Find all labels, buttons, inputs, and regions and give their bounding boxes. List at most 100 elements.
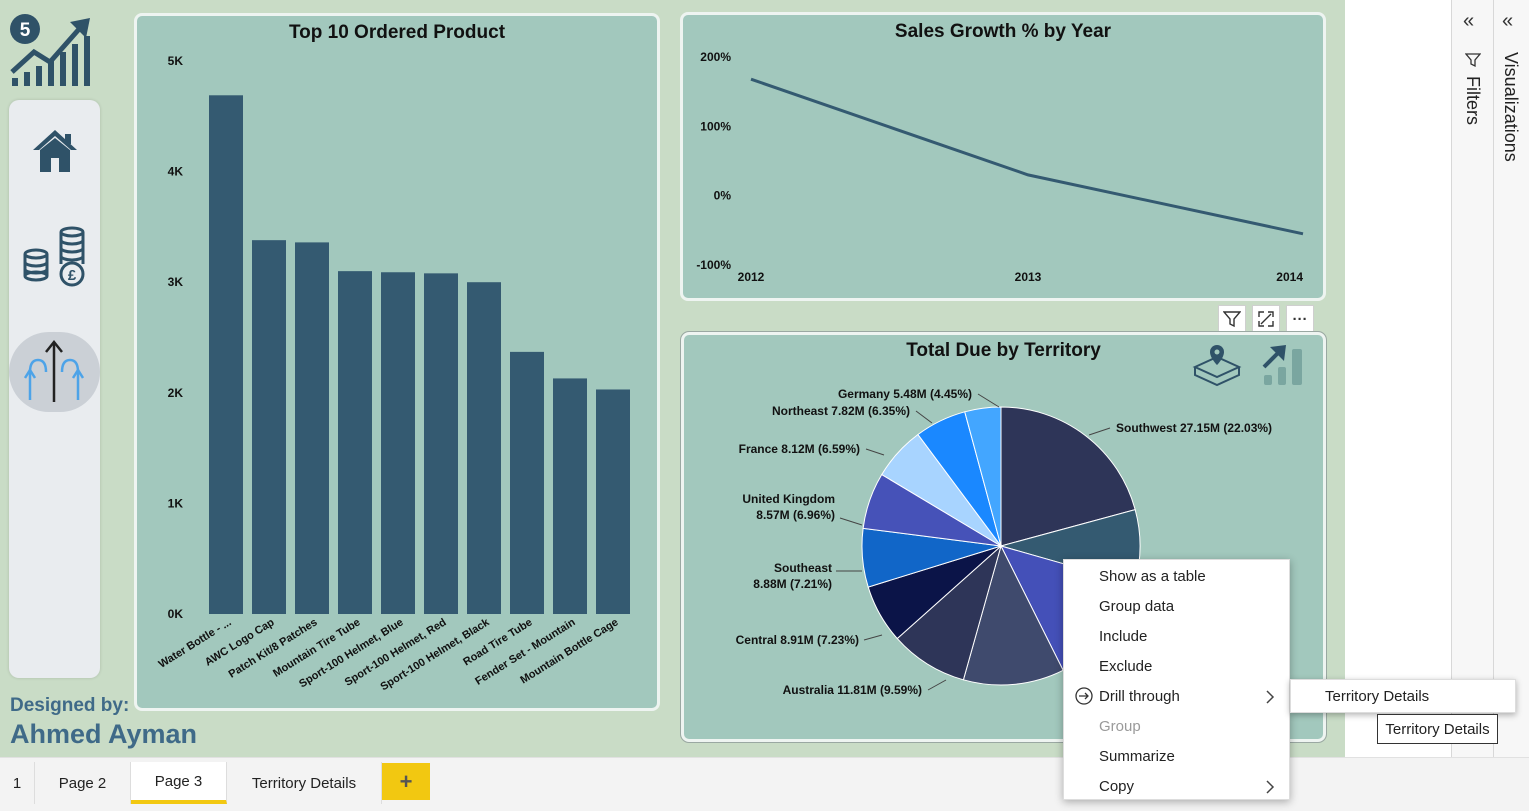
tab-page-1[interactable]: 1 <box>0 762 35 804</box>
canvas-gutter <box>1345 0 1453 757</box>
pie-chart: Southwest 27.15M (22.03%) Germany 5.48M (… <box>736 387 1272 697</box>
bar-chart-title: Top 10 Ordered Product <box>288 22 506 43</box>
growth-chart-icon <box>1262 345 1302 385</box>
pie-data-label: Southeast <box>774 561 832 575</box>
visualizations-pane-collapsed[interactable]: « Visualizations <box>1493 0 1529 811</box>
leader-line <box>915 410 933 424</box>
menu-item-show-as-table[interactable]: Show as a table <box>1099 568 1206 585</box>
arrows-up-icon[interactable] <box>24 338 84 404</box>
tooltip: Territory Details <box>1377 714 1498 744</box>
more-options-icon: ··· <box>1292 310 1308 328</box>
visual-more-options-button[interactable]: ··· <box>1286 305 1314 333</box>
bar <box>553 378 587 614</box>
add-page-button[interactable]: + <box>382 763 430 800</box>
context-menu: Show as a table Group data Include Exclu… <box>1063 559 1290 800</box>
filters-pane-label[interactable]: Filters <box>1463 76 1483 125</box>
home-icon[interactable] <box>31 128 79 174</box>
bar <box>295 242 329 614</box>
bar-y-tick: 3K <box>168 275 184 289</box>
pie-data-label: Southwest 27.15M (22.03%) <box>1116 421 1272 435</box>
pie-slice <box>896 544 1002 681</box>
line-y-tick: -100% <box>696 258 731 272</box>
designer-name: Ahmed Ayman <box>10 719 198 749</box>
leader-line <box>977 393 1000 408</box>
logo-growth-icon: 5 <box>10 14 90 86</box>
bar <box>467 282 501 614</box>
pie-chart-card[interactable]: Total Due by Territory Southwest 27.15M … <box>680 331 1327 743</box>
leader-line <box>839 517 863 526</box>
chevron-right-icon <box>1266 690 1275 704</box>
filter-pane-icon <box>1465 53 1481 68</box>
leader-line <box>863 634 883 641</box>
bar <box>596 389 630 614</box>
bar <box>209 95 243 614</box>
bar-x-label: Water Bottle - ... <box>157 616 234 670</box>
bar-y-tick: 1K <box>168 496 184 510</box>
line-chart: 200% 100% 0% -100% 2012 2013 2014 <box>696 50 1304 284</box>
pie-chart-title: Total Due by Territory <box>906 340 1101 361</box>
logo-badge: 5 <box>20 20 31 41</box>
line-x-tick: 2013 <box>1015 270 1042 284</box>
collapse-visualizations-icon[interactable]: « <box>1502 10 1514 32</box>
line-y-tick: 200% <box>700 50 731 64</box>
bar-y-tick: 5K <box>168 54 184 68</box>
leader-line <box>927 679 947 691</box>
visual-focus-button[interactable] <box>1252 305 1280 333</box>
visualizations-pane-label[interactable]: Visualizations <box>1501 52 1521 162</box>
leader-line <box>1088 427 1111 436</box>
pie-data-label: Australia 11.81M (9.59%) <box>783 683 922 697</box>
line-y-tick: 100% <box>700 119 731 133</box>
pie-data-label: Northeast 7.82M (6.35%) <box>772 404 910 418</box>
focus-mode-icon <box>1258 311 1274 327</box>
tab-territory-details[interactable]: Territory Details <box>227 762 382 804</box>
map-pin-icon <box>1192 345 1242 387</box>
line-x-tick: 2014 <box>1276 270 1303 284</box>
menu-item-exclude[interactable]: Exclude <box>1099 658 1153 675</box>
coins-pound-icon[interactable]: £ <box>22 224 86 288</box>
collapse-filters-icon[interactable]: « <box>1463 10 1475 32</box>
svg-text:£: £ <box>68 267 77 284</box>
pie-slice <box>1000 406 1136 547</box>
pie-data-label: Germany 5.48M (4.45%) <box>838 387 972 401</box>
chevron-right-icon <box>1266 780 1275 794</box>
pie-slice <box>962 544 1064 686</box>
filter-icon <box>1223 311 1241 328</box>
bar-y-tick: 0K <box>168 607 184 621</box>
pie-data-label: 8.88M (7.21%) <box>753 577 832 591</box>
line-chart-title: Sales Growth % by Year <box>894 21 1112 42</box>
line-chart-card[interactable]: Sales Growth % by Year 200% 100% 0% -100% 20… <box>680 12 1326 301</box>
visual-filter-button[interactable] <box>1218 305 1246 333</box>
menu-item-group: Group <box>1099 718 1141 735</box>
pie-slice <box>964 406 1002 547</box>
menu-item-copy[interactable]: Copy <box>1099 778 1135 795</box>
tab-page-2[interactable]: Page 2 <box>35 762 131 804</box>
series-line <box>750 77 1304 236</box>
bar <box>381 272 415 614</box>
submenu-item-territory-details[interactable]: Territory Details <box>1290 679 1516 713</box>
bar-chart-card[interactable]: Top 10 Ordered Product 5K 4K 3K 2K 1K 0K Water… <box>134 13 660 711</box>
menu-item-include[interactable]: Include <box>1099 628 1148 645</box>
pie-data-label: France 8.12M (6.59%) <box>739 442 860 456</box>
bar <box>338 271 372 614</box>
bar-y-tick: 4K <box>168 165 184 179</box>
bar <box>424 273 458 614</box>
bar <box>252 240 286 614</box>
page-tabs-bar: 1 Page 2 Page 3 Territory Details <box>0 757 1529 811</box>
pie-data-label: Central 8.91M (7.23%) <box>736 633 859 647</box>
menu-item-drill-through[interactable]: Drill through <box>1099 688 1180 705</box>
menu-item-summarize[interactable]: Summarize <box>1099 748 1175 765</box>
leader-line <box>865 448 885 456</box>
drill-through-icon <box>1075 687 1093 705</box>
filters-pane-collapsed[interactable]: « Filters <box>1451 0 1493 811</box>
bar <box>510 351 544 614</box>
line-y-tick: 0% <box>714 189 732 203</box>
tab-page-3[interactable]: Page 3 <box>131 762 227 804</box>
pie-data-label: United Kingdom <box>742 492 835 506</box>
pie-data-label: 8.57M (6.96%) <box>756 508 835 522</box>
bar-y-tick: 2K <box>168 386 184 400</box>
designed-by-label: Designed by: <box>10 695 130 716</box>
menu-item-group-data[interactable]: Group data <box>1099 598 1175 615</box>
line-x-tick: 2012 <box>738 270 765 284</box>
